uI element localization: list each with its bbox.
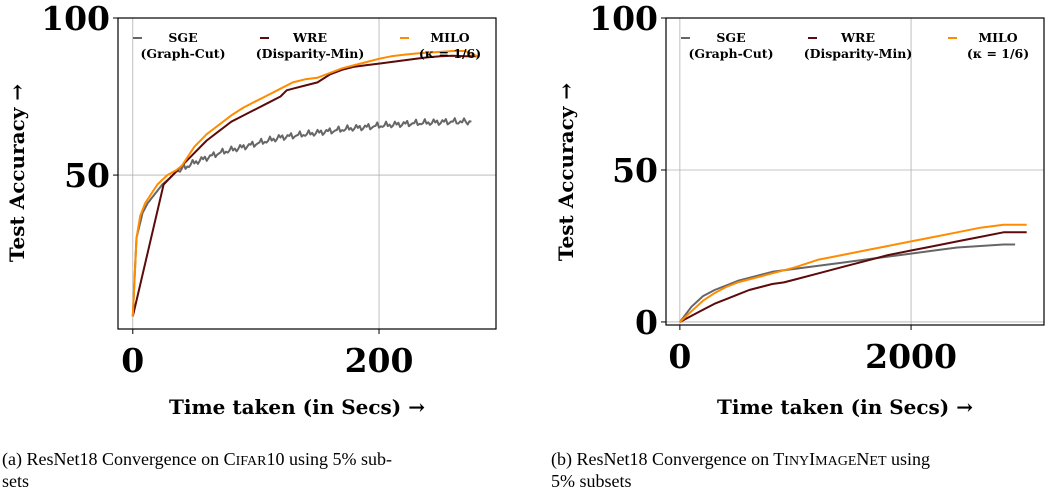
- plot-area-right: [666, 18, 1044, 325]
- series-line-sge: [679, 243, 1016, 323]
- x-axis-label-left: Time taken (in Secs) →: [169, 395, 425, 419]
- caption-left-line2: sets: [2, 471, 29, 491]
- series-line-milo: [131, 50, 478, 317]
- legend-label-wre: WRE: [840, 30, 875, 45]
- caption-right-text-d: using: [887, 449, 931, 469]
- caption-right-line2: 5% subsets: [551, 471, 632, 491]
- legend-label-sge: SGE: [716, 30, 745, 45]
- caption-left-text-a: (a) ResNet18 Convergence on C: [2, 449, 236, 470]
- x-tick-label: 2000: [865, 337, 957, 376]
- y-tick-label: 100: [41, 0, 110, 38]
- caption-right-smallcaps-b: MAGE: [815, 454, 856, 469]
- caption-right: (b) ResNet18 Convergence on TINYIMAGENET…: [551, 449, 930, 470]
- chart-left-cifar10: 0 200 50 100 SGE(Graph-Cut) WRE(Disparity-Mi…: [2, 0, 497, 491]
- legend-sublabel-sge: (Graph-Cut): [688, 46, 773, 61]
- caption-left: (a) ResNet18 Convergence on CIFAR10 usin…: [2, 449, 392, 470]
- plot-area-left: [118, 18, 496, 329]
- caption-right-smallcaps-c: ET: [869, 454, 887, 469]
- legend-right: SGE(Graph-Cut) WRE(Disparity-Min) MILO(κ =…: [681, 30, 1029, 61]
- caption-right-text-c: N: [856, 449, 869, 469]
- caption-left-text-b: 10 using 5% sub-: [266, 449, 392, 469]
- legend-label-wre: WRE: [292, 30, 327, 45]
- legend-label-sge: SGE: [168, 30, 197, 45]
- caption-left-smallcaps: IFAR: [236, 454, 268, 469]
- series-left: [131, 50, 478, 317]
- chart-right-tinyimagenet: 0 2000 0 50 100 SGE(Graph-Cut) WRE(Disparity-…: [551, 0, 1045, 491]
- series-line-wre: [679, 231, 1027, 323]
- legend-left: SGE(Graph-Cut) WRE(Disparity-Min) MILO(κ =…: [133, 30, 481, 61]
- ticks-left: 0 200 50 100: [41, 0, 413, 380]
- y-axis-label-left: Test Accuracy →: [5, 84, 29, 262]
- caption-right-text-a: (b) ResNet18 Convergence on T: [551, 449, 784, 470]
- legend-sublabel-wre: (Disparity-Min): [256, 46, 365, 61]
- legend-sublabel-sge: (Graph-Cut): [140, 46, 225, 61]
- x-tick-label: 0: [668, 337, 691, 376]
- series-right: [679, 223, 1027, 323]
- caption-right-smallcaps-a: INY: [784, 454, 809, 469]
- plot-frame-left: [117, 17, 497, 330]
- y-tick-label: 100: [589, 0, 658, 38]
- y-tick-label: 0: [635, 303, 658, 342]
- plot-frame-right: [665, 17, 1045, 326]
- caption-right-text-b: I: [809, 449, 815, 469]
- y-tick-label: 50: [612, 151, 658, 190]
- legend-label-milo: MILO: [430, 30, 469, 45]
- series-line-sge: [131, 117, 472, 317]
- ticks-right: 0 2000 0 50 100: [589, 0, 957, 376]
- x-tick-label: 200: [345, 341, 414, 380]
- x-tick-label: 0: [121, 341, 144, 380]
- legend-sublabel-milo: (κ = 1/6): [967, 46, 1029, 61]
- legend-sublabel-wre: (Disparity-Min): [804, 46, 913, 61]
- y-axis-label-right: Test Accuracy →: [554, 83, 578, 261]
- legend-label-milo: MILO: [978, 30, 1017, 45]
- y-tick-label: 50: [64, 156, 110, 195]
- series-line-milo: [679, 223, 1027, 323]
- legend-sublabel-milo: (κ = 1/6): [419, 46, 481, 61]
- series-line-wre: [131, 54, 478, 317]
- x-axis-label-right: Time taken (in Secs) →: [717, 395, 973, 419]
